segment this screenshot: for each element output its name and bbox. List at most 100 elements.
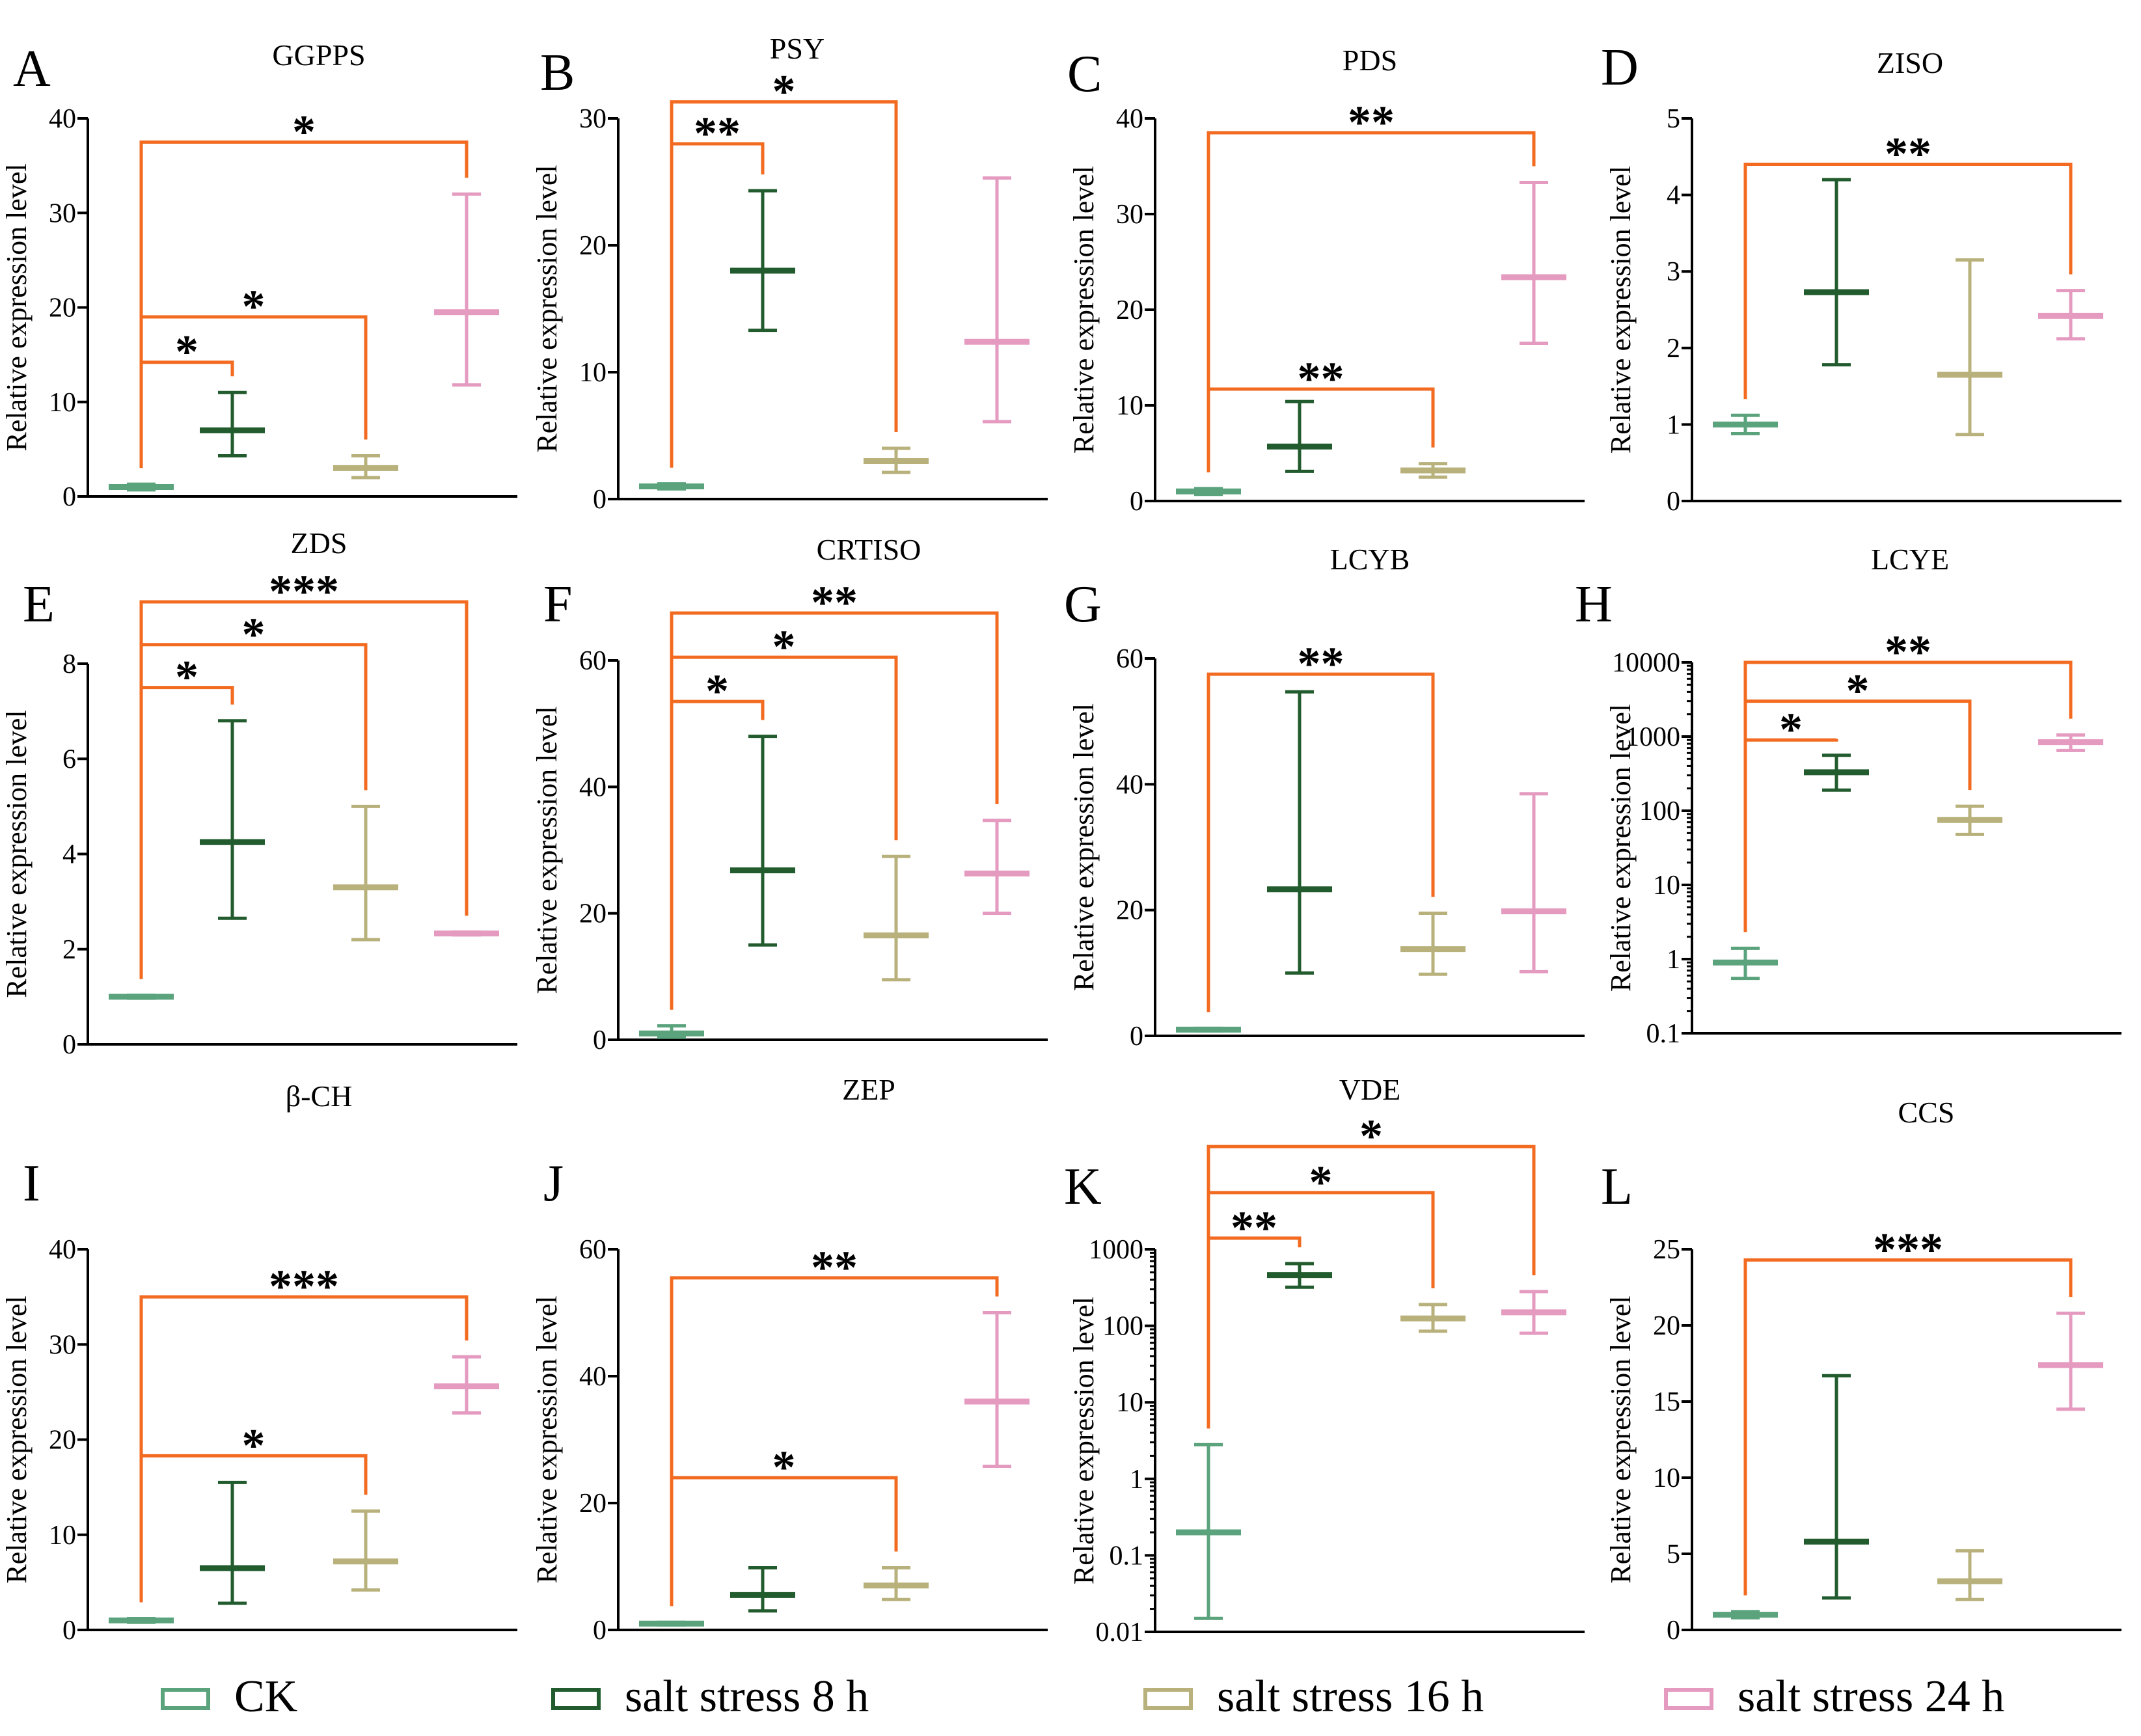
panel-l: L CCS 0 5 10 15 20 25 Relative expression level *… xyxy=(1601,1096,2121,1646)
panel-letter: A xyxy=(13,40,51,98)
y-tick-label: 30 xyxy=(579,104,607,134)
y-tick-label: 0.1 xyxy=(1110,1541,1144,1571)
significance-bracket xyxy=(139,140,469,468)
y-tick-label: 0 xyxy=(62,1030,76,1060)
panel-i: Iβ-CH 0 10 20 30 40 Relative expression level *… xyxy=(1,1079,517,1646)
panel-letter: F xyxy=(543,576,573,633)
y-axis-label: Relative expression level xyxy=(1068,703,1100,991)
significance-label: * xyxy=(705,665,729,717)
panel-k: K VDE 0.01 0.1 1 10 100 1000 Relative expression… xyxy=(1064,1073,1585,1648)
y-tick-label: 4 xyxy=(1667,181,1680,211)
panel-title: CCS xyxy=(1898,1096,1955,1129)
series-0-marker xyxy=(639,1620,704,1627)
y-tick-label: 40 xyxy=(49,104,76,134)
y-tick-label: 10 xyxy=(579,358,607,388)
y-tick-label: 20 xyxy=(579,899,607,929)
series-2-marker xyxy=(1937,1549,2002,1601)
panel-title: VDE xyxy=(1339,1073,1401,1106)
significance-label: * xyxy=(772,66,796,118)
series-1-marker xyxy=(730,1566,795,1613)
y-tick-label: 8 xyxy=(62,649,76,679)
y-tick-label: 6 xyxy=(62,744,76,774)
significance-label: * xyxy=(175,651,198,703)
significance-bracket xyxy=(1207,1236,1302,1429)
panel-title: PDS xyxy=(1343,44,1397,77)
series-3-marker xyxy=(1501,180,1566,345)
y-axis-label: Relative expression level xyxy=(531,165,563,452)
y-axis-label: Relative expression level xyxy=(1,163,33,451)
panel-title: CRTISO xyxy=(817,533,921,566)
panel-title: ZEP xyxy=(842,1073,895,1106)
significance-label: * xyxy=(242,608,266,660)
y-tick-label: 25 xyxy=(1653,1235,1680,1265)
significance-bracket xyxy=(1207,1145,1536,1429)
y-tick-label: 10 xyxy=(1653,871,1680,901)
y-tick-label: 0 xyxy=(593,1616,607,1646)
y-tick-label: 1000 xyxy=(1089,1235,1143,1265)
series-0-marker xyxy=(109,994,174,1000)
panel-letter: K xyxy=(1064,1158,1102,1215)
series-1-marker xyxy=(730,735,795,947)
series-1-marker xyxy=(1804,753,1869,792)
significance-label: * xyxy=(1779,703,1803,755)
y-tick-label: 10 xyxy=(1116,1388,1143,1418)
significance-label: ** xyxy=(1298,353,1344,405)
series-3-marker xyxy=(964,819,1030,915)
y-tick-label: 1000 xyxy=(1626,722,1680,752)
y-tick-label: 2 xyxy=(62,935,76,965)
series-0-marker xyxy=(639,1024,704,1039)
series-1-marker xyxy=(200,390,265,458)
series-3-marker xyxy=(2038,1311,2103,1411)
panel-letter: H xyxy=(1575,576,1613,633)
y-tick-label: 60 xyxy=(579,646,607,676)
legend-label: salt stress 24 h xyxy=(1738,1672,2004,1722)
legend-item-0: CK xyxy=(161,1672,297,1722)
legend-item-1: salt stress 8 h xyxy=(551,1672,869,1722)
legend-label: salt stress 8 h xyxy=(625,1672,869,1722)
panel-f: F CRTISO 0 20 40 60 Relative expression level *… xyxy=(531,533,1048,1055)
y-axis-label: Relative expression level xyxy=(1068,166,1100,454)
panel-title: LCYE xyxy=(1871,543,1949,576)
y-tick-label: 60 xyxy=(1116,644,1143,674)
y-tick-label: 40 xyxy=(1116,104,1143,134)
y-tick-label: 10000 xyxy=(1612,648,1680,678)
y-tick-label: 100 xyxy=(1102,1312,1143,1342)
significance-label: * xyxy=(292,105,316,157)
series-2-marker xyxy=(333,454,398,480)
significance-bracket xyxy=(1743,163,2073,400)
y-tick-label: 1 xyxy=(1667,945,1680,975)
series-0-marker xyxy=(109,1616,174,1624)
y-tick-label: 10 xyxy=(49,388,76,418)
y-tick-label: 0 xyxy=(62,1616,76,1646)
legend-swatch xyxy=(1143,1688,1193,1710)
y-axis-label: Relative expression level xyxy=(531,706,563,994)
panel-title: ZDS xyxy=(291,526,348,560)
series-0-marker xyxy=(1176,1443,1241,1620)
series-0-marker xyxy=(109,482,174,492)
legend-item-2: salt stress 16 h xyxy=(1143,1672,1484,1722)
significance-label: ** xyxy=(1231,1202,1277,1254)
series-0-marker xyxy=(1176,1026,1241,1033)
panel-title: ZISO xyxy=(1877,46,1943,79)
panel-d: D ZISO 0 1 2 3 4 5 Relative expression level ** xyxy=(1601,39,2121,517)
significance-label: ** xyxy=(694,107,741,159)
y-tick-label: 0 xyxy=(62,482,76,512)
y-tick-label: 0 xyxy=(1130,487,1143,517)
panel-letter: I xyxy=(23,1155,40,1212)
panel-letter: G xyxy=(1064,576,1102,633)
y-tick-label: 60 xyxy=(579,1235,607,1265)
y-tick-label: 2 xyxy=(1667,334,1680,364)
series-0-marker xyxy=(1713,1610,1778,1620)
legend-swatch xyxy=(161,1688,210,1710)
significance-label: *** xyxy=(269,565,339,617)
series-3-marker xyxy=(1501,1290,1566,1335)
y-tick-label: 0 xyxy=(593,1025,607,1055)
y-tick-label: 5 xyxy=(1667,1539,1680,1569)
panel-c: C PDS 0 10 20 30 40 Relative expression level **… xyxy=(1067,44,1585,517)
series-3-marker xyxy=(2038,289,2103,341)
y-tick-label: 30 xyxy=(1116,200,1143,230)
series-0-marker xyxy=(1713,946,1778,981)
significance-label: * xyxy=(175,326,198,378)
